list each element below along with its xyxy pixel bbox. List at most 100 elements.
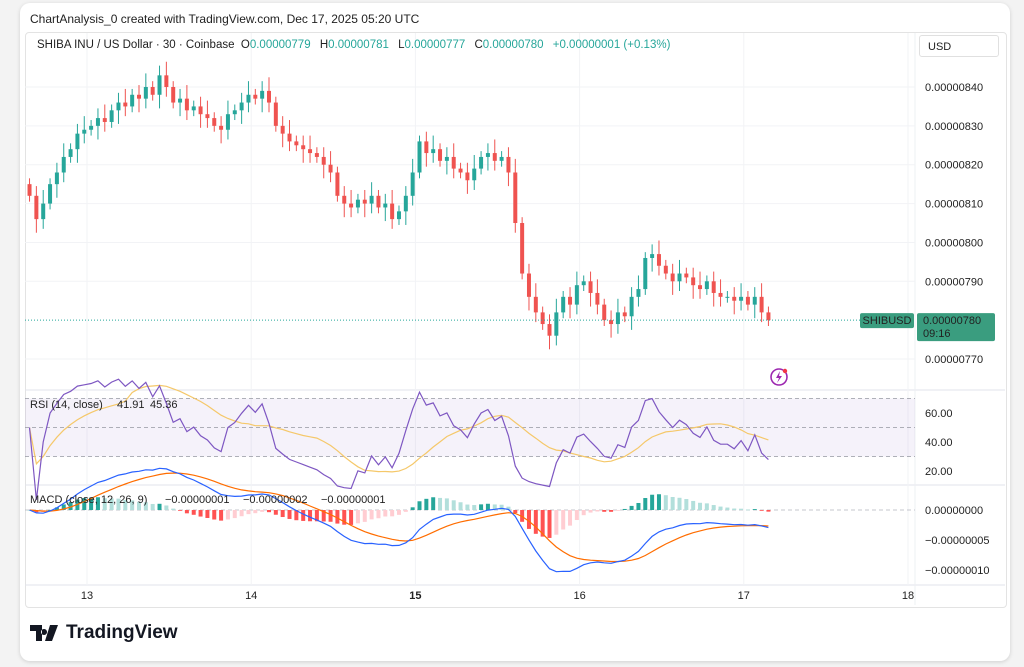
low-label: L [398,39,405,51]
last-price-value: 0.00000780 [923,315,981,327]
candle-body [280,125,285,134]
macd-histogram-bar [711,505,716,510]
macd-histogram-bar [451,500,456,510]
candle-body [34,195,39,220]
candle-body [95,118,100,126]
macd-histogram-bar [745,509,750,511]
candle-body [636,289,641,297]
rsi-axis-label: 40.00 [925,437,953,449]
lightning-bolt-icon [776,371,782,383]
candle-body [82,129,87,134]
macd-histogram-bar [698,502,703,510]
rsi-axis-label: 60.00 [925,408,953,420]
macd-histogram-bar [205,510,210,518]
candle-body [164,75,169,87]
macd-histogram-bar [718,506,723,510]
candle-body [287,133,292,142]
macd-histogram-bar [89,497,94,510]
macd-histogram-bar [191,510,196,515]
macd-line [29,467,769,573]
candle-body [246,94,251,103]
macd-histogram-bar [266,510,271,513]
candle-body [670,273,675,282]
candle-body [136,94,141,99]
candle-body [506,156,511,173]
candle-body [171,87,176,103]
macd-histogram-bar [609,510,614,512]
tradingview-logo-icon [30,625,58,641]
macd-histogram-bar [739,508,744,510]
macd-histogram-bar [670,497,675,510]
macd-histogram-bar [656,494,661,510]
candle-body [396,211,401,220]
time-axis-label: 16 [573,590,585,602]
candle-body [547,324,552,336]
macd-histogram-bar [615,510,620,511]
candle-body [759,296,764,313]
macd-histogram-bar [766,510,771,512]
macd-histogram-bar [595,510,600,512]
candle-body [205,114,210,119]
candle-body [253,94,258,99]
macd-histogram-bar [636,502,641,510]
rsi-value: 41.91 [117,399,145,411]
price-axis-label: 0.00000840 [925,82,983,94]
candle-body [574,285,579,305]
candle-body [615,312,620,325]
macd-histogram-bar [485,503,490,510]
price-axis-label: 0.00000770 [925,354,983,366]
candle-body [294,141,299,146]
macd-histogram-bar [691,500,696,510]
candle-body [362,199,367,204]
macd-histogram-bar [369,510,374,520]
candle-body [499,156,504,161]
macd-histogram-bar [225,510,230,520]
price-axis-label: 0.00000820 [925,160,983,172]
low-value: 0.00000777 [404,39,466,51]
candle-body [335,172,340,196]
candle-body [301,145,306,150]
macd-histogram-bar [273,510,278,515]
macd-histogram-bar [328,510,333,522]
time-axis-label: 18 [902,590,914,602]
macd-histogram-bar [136,501,141,510]
tradingview-logo[interactable]: TradingView [30,622,178,644]
candle-body [41,203,46,220]
candle-body [691,277,696,286]
macd-histogram-bar [54,507,59,510]
macd-histogram-bar [314,510,319,522]
time-axis-label: 17 [738,590,750,602]
candle-body [116,102,121,111]
macd-histogram-bar [61,504,66,510]
macd-histogram-bar [643,498,648,510]
currency-button[interactable]: USD [919,35,999,57]
last-price-tag [917,313,995,342]
price-axis-label: 0.00000790 [925,276,983,288]
candle-body [752,296,757,305]
macd-histogram-bar [622,508,627,510]
close-label: C [474,39,483,51]
candle-body [711,281,716,293]
candle-body [643,257,648,290]
candle-body [390,203,395,220]
macd-histogram-bar [253,510,258,514]
macd-histogram-bar [232,510,237,519]
bar-countdown: 09:16 [923,328,951,340]
candle-body [424,141,429,154]
lightning-icon [770,368,788,386]
candle-body [513,172,518,224]
macd-histogram-bar [479,504,484,510]
candle-body [732,296,737,301]
candle-body [383,203,388,208]
macd-histogram-bar [383,510,388,517]
candle-body [431,149,436,154]
macd-histogram-bar [260,510,265,512]
candle-body [465,172,470,181]
high-value: 0.00000781 [328,39,389,51]
macd-histogram-bar [547,510,552,538]
macd-label: MACD (close, 12, 26, 9) [30,494,147,506]
macd-histogram-bar [526,510,531,529]
candle-body [766,312,771,321]
macd-histogram-bar [732,508,737,510]
